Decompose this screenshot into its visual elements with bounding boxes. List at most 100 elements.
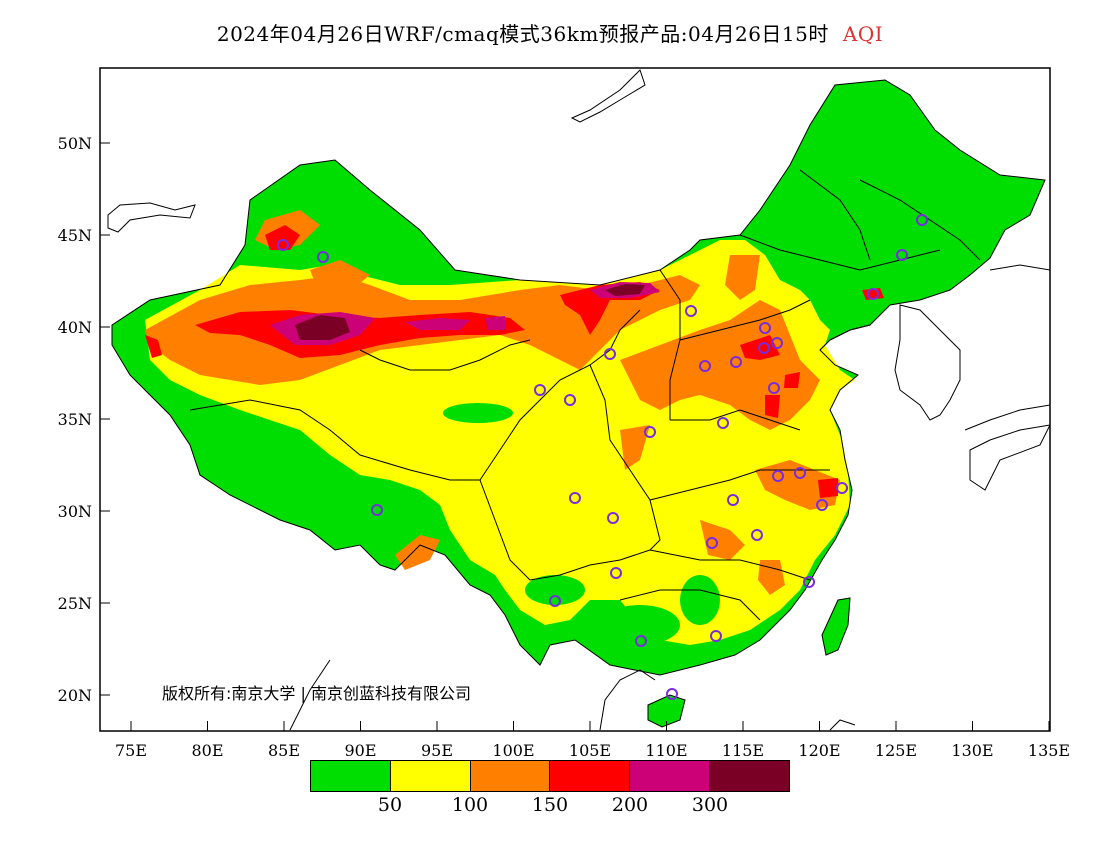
station-markers [277,214,928,700]
station-marker [317,251,329,263]
green-patch [525,575,585,605]
latitude-axis: 50N 45N 40N 35N 30N 25N 20N [58,134,110,705]
green-patch [600,605,680,645]
lat-tick-label: 20N [58,686,92,705]
station-marker [610,567,622,579]
station-marker [768,382,780,394]
station-marker [803,576,815,588]
lat-tick-label: 25N [58,594,92,613]
map-frame [99,67,1051,732]
station-marker [706,537,718,549]
legend-swatch [630,761,711,791]
red-zone [818,478,838,498]
legend-swatch [390,761,471,791]
orange-zone [758,560,785,595]
station-marker [771,337,783,349]
red-zone [862,288,884,300]
station-marker [816,499,828,511]
station-marker [699,360,711,372]
station-marker [604,348,616,360]
lon-tick-label: 110E [645,741,687,760]
hainan-region [648,695,685,727]
orange-zone [755,460,840,510]
legend-swatch [470,761,551,791]
station-marker [730,356,742,368]
orange-zone [725,255,760,300]
station-marker [717,417,729,429]
lon-tick-label: 105E [569,741,611,760]
legend-swatch [710,761,789,791]
lon-tick-label: 120E [798,741,840,760]
red-zone [765,395,780,418]
lon-tick-label: 125E [875,741,917,760]
station-marker [607,512,619,524]
station-marker [635,635,647,647]
legend-label: 100 [451,794,489,816]
legend-label: 200 [611,794,649,816]
station-marker [916,214,928,226]
hazardous-zone [295,315,350,340]
station-marker [759,322,771,334]
boundary-lines [111,79,1046,676]
lon-tick-label: 115E [722,741,764,760]
station-marker [666,688,678,700]
station-marker [685,305,697,317]
station-marker [549,595,561,607]
lon-tick-label: 80E [191,741,223,760]
lat-tick-label: 30N [58,502,92,521]
lon-tick-label: 135E [1028,741,1070,760]
station-marker [836,482,848,494]
orange-zone [700,520,745,560]
title-variable: AQI [842,22,884,46]
station-marker [727,494,739,506]
lon-tick-label: 90E [344,741,376,760]
legend-label: 300 [691,794,729,816]
orange-zone [620,425,650,470]
station-marker [564,394,576,406]
orange-zone [200,340,255,375]
station-marker [371,504,383,516]
neighbour-outlines [107,69,1050,731]
station-marker [758,342,770,354]
station-marker [751,529,763,541]
station-marker [867,288,879,300]
legend-swatch [550,761,631,791]
green-patch [443,403,513,423]
map-content [107,69,1050,731]
hazardous-zone [605,284,645,296]
lon-tick-label: 100E [492,741,534,760]
red-zone [145,335,162,358]
station-marker [644,426,656,438]
orange-zone [310,260,370,295]
station-marker [794,467,806,479]
station-marker [534,384,546,396]
lat-tick-label: 50N [58,134,92,153]
lat-tick-label: 45N [58,226,92,245]
aqi-color-legend [310,760,790,792]
green-patch [680,575,720,625]
aqi-legend-labels: 50 100 150 200 300 [0,794,1100,820]
legend-label: 50 [377,794,403,816]
legend-swatch [311,761,391,791]
lon-tick-label: 95E [421,741,453,760]
lat-tick-label: 40N [58,318,92,337]
title-text: 2024年04月26日WRF/cmaq模式36km预报产品:04月26日15时 [216,22,829,46]
station-marker [772,470,784,482]
lon-tick-label: 130E [951,741,993,760]
station-marker [710,630,722,642]
lon-tick-label: 85E [268,741,300,760]
red-zone [784,372,800,388]
station-marker [569,492,581,504]
orange-zone [395,535,440,570]
longitude-axis: 75E 80E 85E 90E 95E 100E 105E 110E 115E 120E 125E 1… [115,721,1070,760]
map-title: 2024年04月26日WRF/cmaq模式36km预报产品:04月26日15时 A… [0,18,1100,47]
lon-tick-label: 75E [115,741,147,760]
green-patch [400,256,420,268]
taiwan-region [822,598,850,655]
purple-zone [485,316,505,330]
station-marker [896,249,908,261]
legend-label: 150 [531,794,569,816]
lat-tick-label: 35N [58,410,92,429]
red-zone [265,225,300,250]
